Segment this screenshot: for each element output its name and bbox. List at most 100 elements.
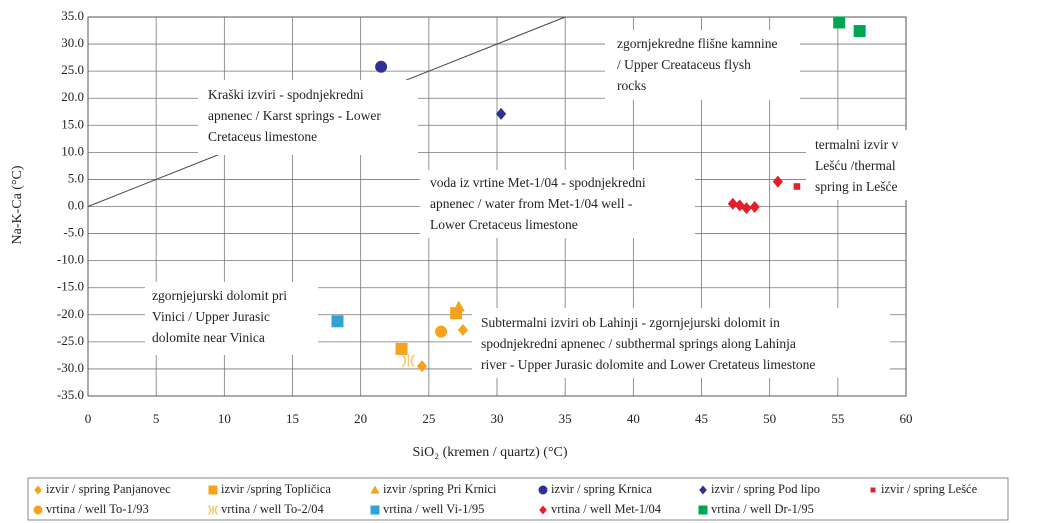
annotation: Subtermalni izviri ob Lahinji - zgornjej… <box>472 308 890 378</box>
legend-label: izvir / spring Lešće <box>881 482 978 496</box>
annotation-text: dolomite near Vinica <box>152 330 265 345</box>
legend-label: izvir / spring Panjanovec <box>46 482 171 496</box>
x-tick-label: 50 <box>763 411 776 426</box>
annotation-text: spodnjekredni apnenec / subthermal sprin… <box>481 336 796 351</box>
y-tick-label: -25.0 <box>57 333 84 348</box>
annotation: zgornjekredne flišne kamnine / Upper Crea… <box>605 30 800 100</box>
legend-label: vrtina / well Met-1/04 <box>551 502 662 516</box>
x-tick-label: 60 <box>900 411 913 426</box>
annotation-text: termalni izvir v <box>815 137 898 152</box>
point <box>401 354 415 368</box>
point <box>741 202 752 215</box>
point <box>727 197 738 210</box>
annotation-text: Subtermalni izviri ob Lahinji - zgornjej… <box>481 315 780 330</box>
point <box>749 201 760 214</box>
annotation: termalni izvir v Lešću /thermal spring in … <box>806 130 930 200</box>
y-axis-label: Na-K-Ca (°C) <box>10 165 25 244</box>
point <box>452 300 465 312</box>
x-tick-label: 45 <box>695 411 708 426</box>
x-tick-label: 10 <box>218 411 231 426</box>
annotation-box <box>605 30 800 100</box>
x-tick-label: 25 <box>422 411 435 426</box>
annotation-text: Kraški izviri - spodnjekredni <box>208 87 364 102</box>
legend-label: vrtina / well To-1/93 <box>46 502 149 516</box>
legend-marker <box>34 485 42 495</box>
annotation-box <box>472 308 890 378</box>
x-tick-label: 30 <box>491 411 504 426</box>
x-tick-label: 15 <box>286 411 299 426</box>
annotation-box <box>420 170 695 238</box>
legend-label: izvir /spring Topličica <box>221 482 331 496</box>
x-tick-label: 5 <box>153 411 160 426</box>
legend-label: vrtina / well To-2/04 <box>221 502 324 516</box>
legend-marker <box>699 485 707 495</box>
point <box>416 360 428 373</box>
y-tick-label: -10.0 <box>57 252 84 267</box>
legend-label: vrtina / well Dr-1/95 <box>711 502 814 516</box>
legend-marker <box>33 505 43 515</box>
annotation-text: voda iz vrtine Met-1/04 - spodnjekredni <box>430 175 646 190</box>
annotation-text: apnenec / water from Met-1/04 well - <box>430 196 633 211</box>
y-tick-label: 5.0 <box>68 170 84 185</box>
legend-marker <box>207 504 219 516</box>
point <box>435 325 448 338</box>
legend-marker <box>208 485 218 495</box>
legend-label: izvir /spring Pri Krnici <box>383 482 497 496</box>
y-tick-label: 30.0 <box>61 35 84 50</box>
x-tick-label: 35 <box>559 411 572 426</box>
point <box>395 342 408 355</box>
legend-label: izvir / spring Pod lipo <box>711 482 820 496</box>
annotation-box <box>198 80 418 155</box>
y-tick-label: -15.0 <box>57 279 84 294</box>
legend-marker <box>870 487 876 493</box>
legend-marker <box>539 505 547 515</box>
annotation: voda iz vrtine Met-1/04 - spodnjekredni a… <box>420 170 695 238</box>
x-tick-label: 0 <box>85 411 92 426</box>
annotation-text: Cretaceus limestone <box>208 129 317 144</box>
point <box>495 107 507 120</box>
point <box>853 25 866 38</box>
legend-marker <box>370 505 380 515</box>
x-axis-label: SiO₂ (kremen / quartz) (°C) <box>412 445 567 460</box>
y-tick-label: 25.0 <box>61 62 84 77</box>
legend-marker <box>538 485 548 495</box>
point <box>375 60 388 73</box>
y-tick-label: 35.0 <box>61 8 84 23</box>
y-tick-label: -20.0 <box>57 306 84 321</box>
annotation: zgornjejurski dolomit pri Vinici / Upper … <box>145 282 318 355</box>
annotation-text: zgornjekredne flišne kamnine <box>617 36 777 51</box>
y-tick-label: 15.0 <box>61 116 84 131</box>
y-tick-label: 0.0 <box>68 197 84 212</box>
y-tick-label: 20.0 <box>61 89 84 104</box>
legend-marker <box>370 485 380 494</box>
legend-frame <box>27 477 1009 521</box>
y-tick-label: -35.0 <box>57 387 84 402</box>
annotation-text: apnenec / Karst springs - Lower <box>208 108 381 123</box>
y-tick-label: -30.0 <box>57 360 84 375</box>
y-tick-label: 10.0 <box>61 143 84 158</box>
annotation-text: Lešću /thermal <box>815 158 896 173</box>
legend-label: izvir / spring Krnica <box>551 482 652 496</box>
x-tick-label: 20 <box>354 411 367 426</box>
annotation-text: zgornjejurski dolomit pri <box>152 288 287 303</box>
annotation-text: Vinici / Upper Jurasic <box>152 309 270 324</box>
annotation-box <box>806 130 930 200</box>
annotation-box <box>145 282 318 355</box>
legend-marker <box>698 505 708 515</box>
point <box>331 315 344 328</box>
annotation-text: / Upper Creataceus flysh <box>617 57 751 72</box>
point <box>772 175 783 188</box>
point <box>793 183 801 190</box>
annotation-text: river - Upper Jurasic dolomite and Lower… <box>481 357 815 372</box>
annotation-text: rocks <box>617 78 646 93</box>
x-tick-label: 40 <box>627 411 640 426</box>
annotation-text: spring in Lešće <box>815 179 897 194</box>
legend-label: vrtina / well Vi-1/95 <box>383 502 484 516</box>
y-tick-label: -5.0 <box>63 225 84 240</box>
point <box>833 16 846 29</box>
point <box>457 323 469 336</box>
annotation-text: Lower Cretaceus limestone <box>430 217 578 232</box>
x-tick-label: 55 <box>831 411 844 426</box>
annotation: Kraški izviri - spodnjekredni apnenec / K… <box>198 80 418 155</box>
